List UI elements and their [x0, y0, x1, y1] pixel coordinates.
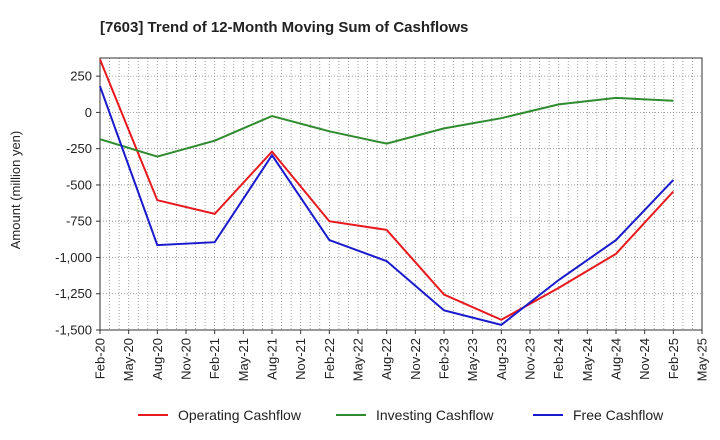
x-tick-label: Aug-20 — [150, 338, 165, 380]
y-tick-label: -1,250 — [55, 286, 92, 301]
x-tick-label: Nov-23 — [523, 338, 538, 380]
y-tick-label: -1,500 — [55, 323, 92, 338]
legend-item-operating-cashflow: Operating Cashflow — [138, 407, 302, 423]
y-tick-label: -1,000 — [55, 250, 92, 265]
x-tick-label: Aug-21 — [265, 338, 280, 380]
x-tick-label: Feb-20 — [93, 338, 108, 379]
x-tick-label: Nov-22 — [408, 338, 423, 380]
x-tick-label: Nov-20 — [179, 338, 194, 380]
legend-label: Investing Cashflow — [376, 407, 494, 423]
legend-label: Operating Cashflow — [178, 407, 302, 423]
y-tick-label: -750 — [66, 214, 92, 229]
x-tick-label: May-21 — [236, 338, 251, 381]
legend-label: Free Cashflow — [573, 407, 664, 423]
x-tick-label: Aug-22 — [379, 338, 394, 380]
legend-item-investing-cashflow: Investing Cashflow — [336, 407, 494, 423]
x-tick-label: May-25 — [695, 338, 710, 381]
series-line-free-cashflow — [99, 85, 675, 326]
x-tick-label: May-20 — [121, 338, 136, 381]
x-tick-label: May-23 — [465, 338, 480, 381]
series-lines — [99, 59, 675, 326]
series-line-operating-cashflow — [99, 59, 675, 321]
y-tick-label: 0 — [85, 105, 92, 120]
series-line-investing-cashflow — [99, 96, 674, 158]
y-tick-label: -250 — [66, 141, 92, 156]
y-tick-label: -500 — [66, 177, 92, 192]
x-axis: Feb-20 May-20 Aug-20 Nov-20 Feb-21 May-21 Aug-… — [93, 330, 710, 381]
chart-title: [7603] Trend of 12-Month Moving Sum of C… — [100, 19, 468, 36]
x-tick-label: Feb-22 — [322, 338, 337, 379]
x-tick-label: Aug-23 — [494, 338, 509, 380]
legend: Operating Cashflow Investing Cashflow Free… — [138, 407, 664, 423]
y-axis: 250 0 -250 -500 -750 -1,000 -1,250 -1,500 — [55, 69, 100, 338]
y-tick-label: 250 — [70, 69, 92, 84]
x-tick-label: May-24 — [580, 338, 595, 381]
x-tick-label: Nov-24 — [637, 338, 652, 380]
x-tick-label: Aug-24 — [609, 338, 624, 380]
plot-area — [99, 57, 703, 331]
x-tick-label: Feb-24 — [551, 338, 566, 379]
x-tick-label: Feb-25 — [666, 338, 681, 379]
x-tick-label: May-22 — [351, 338, 366, 381]
grid-lines — [100, 58, 702, 331]
x-tick-label: Feb-21 — [207, 338, 222, 379]
y-axis-label: Amount (million yen) — [8, 131, 23, 250]
x-tick-label: Feb-23 — [437, 338, 452, 379]
x-tick-label: Nov-21 — [293, 338, 308, 380]
legend-item-free-cashflow: Free Cashflow — [533, 407, 664, 423]
